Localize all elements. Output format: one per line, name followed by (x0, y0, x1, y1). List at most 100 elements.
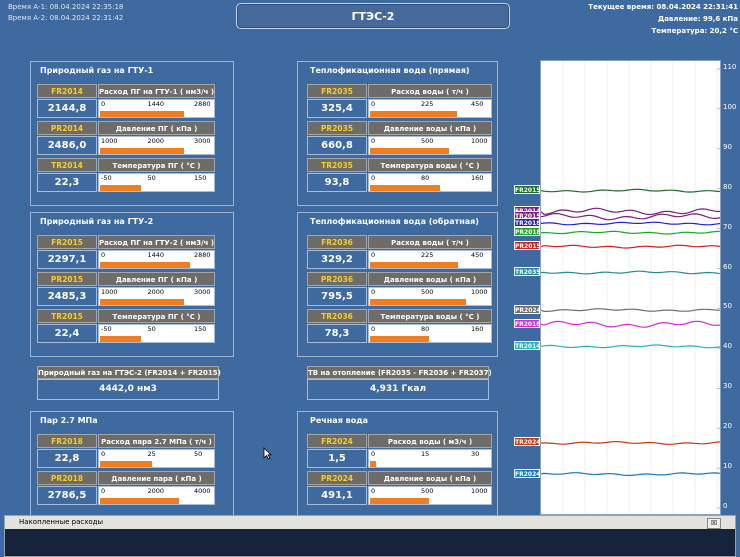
scale-tick: -50 (101, 174, 112, 182)
scale-tick: 1000 (471, 137, 488, 145)
trend-marker[interactable]: TR2018 (514, 217, 541, 227)
accumulated-flows-window[interactable]: Накопленные расходы ☒ (4, 515, 736, 557)
tag-label[interactable]: FR2018 (37, 434, 97, 448)
tag-label[interactable]: FR2015 (37, 235, 97, 249)
y-tick-label: 90 (723, 142, 732, 151)
close-window-button[interactable]: ☒ (707, 518, 721, 529)
value-display: 660,8 (307, 136, 367, 155)
total-heat-label: ТВ на отопление (FR2035 - FR2036 + FR203… (307, 366, 492, 379)
scale-tick: 1440 (147, 251, 165, 259)
trend-marker[interactable]: PR2018 (514, 227, 541, 237)
trend-line (541, 320, 720, 328)
scale-tick: 25 (147, 450, 156, 458)
level-bar: 0 80 160 (368, 173, 492, 192)
level-bar: 0 500 1000 (368, 486, 492, 505)
bar-scale: 0 500 1000 (369, 137, 491, 146)
level-bar: 1000 2000 3000 (98, 287, 215, 306)
tag-label[interactable]: PR2024 (307, 471, 367, 485)
trend-line (541, 230, 720, 235)
scale-tick: 0 (371, 251, 376, 259)
tag-label[interactable]: TR2035 (307, 158, 367, 172)
trend-line (541, 188, 720, 193)
time-a2-value: 08.04.2024 22:31:42 (49, 14, 124, 22)
scale-tick: 450 (471, 100, 484, 108)
tag-label[interactable]: PR2036 (307, 272, 367, 286)
bar-scale: 0 500 1000 (369, 487, 491, 496)
level-bar: -50 50 150 (98, 324, 215, 343)
tag-label[interactable]: PR2035 (307, 121, 367, 135)
bar-scale: 0 80 160 (369, 174, 491, 183)
bar-fill (100, 336, 141, 342)
bar-fill (370, 111, 457, 117)
trend-line (541, 472, 720, 476)
trend-marker[interactable]: TR2024 (514, 437, 541, 447)
value-display: 325,4 (307, 99, 367, 118)
tag-label[interactable]: FR2014 (37, 84, 97, 98)
trend-marker[interactable]: PR2015 (514, 241, 541, 251)
level-bar: 0 15 30 (368, 449, 492, 468)
tag-label[interactable]: TR2014 (37, 158, 97, 172)
tag-label[interactable]: FR2036 (307, 235, 367, 249)
scale-tick: 3000 (194, 137, 211, 145)
tag-label[interactable]: TR2015 (37, 309, 97, 323)
bar-fill (370, 336, 429, 342)
level-bar: 0 25 50 (98, 449, 215, 468)
scale-tick: 4000 (194, 487, 211, 495)
scale-tick: 500 (421, 487, 434, 495)
scale-tick: 1000 (101, 137, 118, 145)
scale-tick: 2000 (147, 487, 165, 495)
value-display: 2486,0 (37, 136, 97, 155)
trend-chart[interactable] (540, 60, 721, 515)
panel-gas-gtu1 (30, 61, 234, 206)
y-tick-label: 110 (723, 62, 737, 71)
panel-title-heat-return: Теплофикационная вода (обратная) (310, 217, 479, 226)
tag-label[interactable]: PR2015 (37, 272, 97, 286)
scale-tick: 225 (421, 251, 434, 259)
time-a1-value: 08.04.2024 22:35:18 (49, 3, 124, 11)
bar-scale: 0 80 160 (369, 325, 491, 334)
scale-tick: 0 (371, 100, 376, 108)
bar-fill (370, 498, 429, 504)
scale-tick: 150 (194, 325, 207, 333)
trend-marker[interactable]: FR2024 (514, 468, 541, 478)
status-info: Текущее время: 08.04.2024 22:31:41 Давле… (588, 1, 738, 37)
tag-label[interactable]: PR2018 (37, 471, 97, 485)
trend-marker[interactable]: FR2018 (514, 318, 541, 328)
scale-tick: 50 (147, 174, 156, 182)
trend-marker[interactable]: PR2024 (514, 304, 541, 314)
tag-label[interactable]: FR2024 (307, 434, 367, 448)
total-heat-value: 4,931 Гкал (307, 379, 489, 400)
trend-marker[interactable]: TR2014 (514, 340, 541, 350)
measure-label: Температура воды ( °C ) (368, 309, 492, 323)
scale-tick: 1000 (471, 288, 488, 296)
scale-tick: 225 (421, 100, 434, 108)
tag-label[interactable]: PR2014 (37, 121, 97, 135)
tag-label[interactable]: FR2035 (307, 84, 367, 98)
trend-line (541, 344, 720, 349)
scale-tick: 2000 (147, 288, 165, 296)
level-bar: 0 80 160 (368, 324, 492, 343)
measure-label: Температура воды ( °C ) (368, 158, 492, 172)
trend-marker[interactable]: TR2035 (514, 267, 541, 277)
scale-tick: 450 (471, 251, 484, 259)
scale-tick: 0 (371, 450, 376, 458)
scale-tick: 0 (101, 487, 106, 495)
bar-scale: 0 15 30 (369, 450, 491, 459)
level-bar: 0 1440 2880 (98, 99, 215, 118)
scale-tick: -50 (101, 325, 112, 333)
tag-label[interactable]: TR2036 (307, 309, 367, 323)
bar-scale: 1000 2000 3000 (99, 137, 214, 146)
scale-tick: 150 (194, 174, 207, 182)
scale-tick: 80 (421, 174, 430, 182)
scale-tick: 1000 (471, 487, 488, 495)
scale-tick: 0 (371, 288, 376, 296)
y-tick-label: 100 (723, 102, 737, 111)
value-display: 93,8 (307, 173, 367, 192)
bar-fill (370, 262, 458, 268)
scale-tick: 0 (101, 251, 106, 259)
y-tick-label: 60 (723, 262, 732, 271)
bar-scale: 0 1440 2880 (99, 251, 214, 260)
bar-scale: 0 1440 2880 (99, 100, 214, 109)
trend-marker[interactable]: FR2015 (514, 185, 541, 195)
trend-line (541, 221, 720, 226)
